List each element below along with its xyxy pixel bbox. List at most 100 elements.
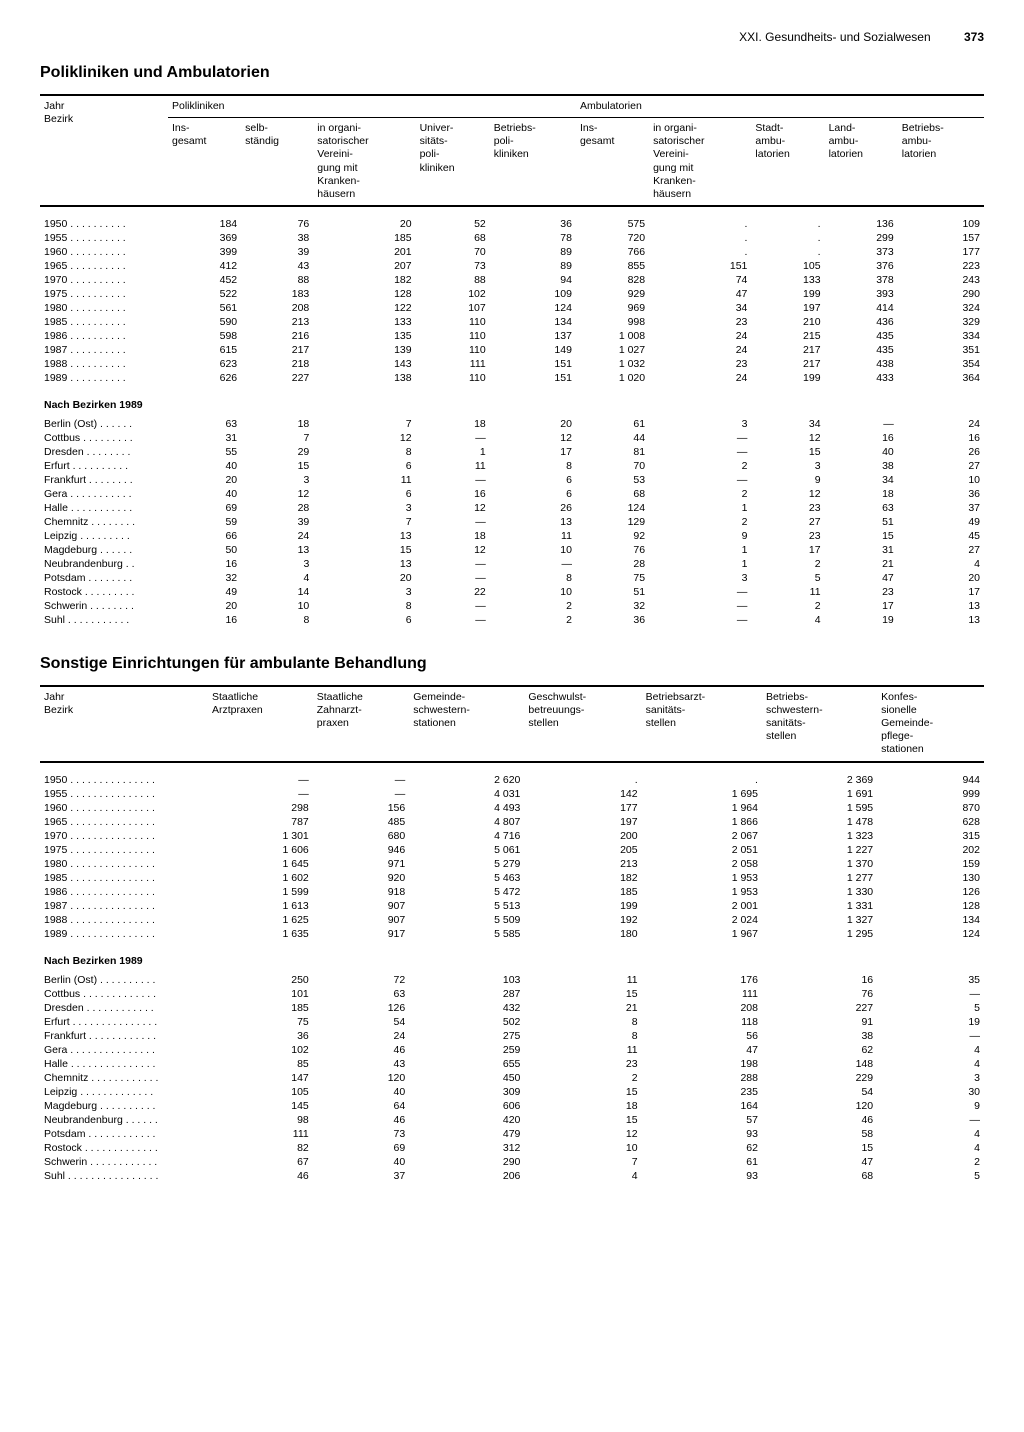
cell: 12 — [751, 487, 824, 501]
cell: 126 — [877, 885, 984, 899]
col-header: in organi-satorischerVereini-gung mitKra… — [649, 118, 751, 206]
cell: 329 — [898, 315, 984, 329]
cell: 62 — [642, 1141, 762, 1155]
table-row: 1960 . . . . . . . . . .399392017089766.… — [40, 245, 984, 259]
cell: 324 — [898, 301, 984, 315]
table-row: 1965 . . . . . . . . . .4124320773898551… — [40, 259, 984, 273]
cell: 205 — [524, 843, 641, 857]
cell: 13 — [898, 599, 984, 613]
cell: 133 — [751, 273, 824, 287]
cell: 12 — [490, 431, 576, 445]
cell: 229 — [762, 1071, 877, 1085]
cell: 12 — [313, 431, 415, 445]
row-label: 1955 . . . . . . . . . . — [40, 231, 168, 245]
cell: 8 — [524, 1015, 641, 1029]
chapter-title: XXI. Gesundheits- und Sozialwesen — [739, 30, 930, 44]
cell: 944 — [877, 773, 984, 787]
cell: 19 — [825, 613, 898, 627]
table-row: 1955 . . . . . . . . . . . . . . .——4 03… — [40, 787, 984, 801]
cell: 68 — [416, 231, 490, 245]
cell: 75 — [576, 571, 649, 585]
cell: 78 — [490, 231, 576, 245]
cell: 1 008 — [576, 329, 649, 343]
row-label: Magdeburg . . . . . . — [40, 543, 168, 557]
cell: 176 — [642, 973, 762, 987]
cell: . — [649, 217, 751, 231]
row-label: 1960 . . . . . . . . . . . . . . . — [40, 801, 208, 815]
cell: 18 — [825, 487, 898, 501]
cell: 1 606 — [208, 843, 313, 857]
cell: 21 — [825, 557, 898, 571]
col-header: Land-ambu-latorien — [825, 118, 898, 206]
row-label: 1989 . . . . . . . . . . — [40, 371, 168, 385]
row-label: Rostock . . . . . . . . . . . . . — [40, 1141, 208, 1155]
cell: 1 625 — [208, 913, 313, 927]
cell: 47 — [825, 571, 898, 585]
cell: — — [877, 1113, 984, 1127]
t1-rowhdr-1: Jahr — [44, 100, 64, 112]
cell: 920 — [313, 871, 409, 885]
cell: 20 — [313, 571, 415, 585]
cell: 51 — [576, 585, 649, 599]
cell: 3 — [751, 459, 824, 473]
cell: 198 — [642, 1057, 762, 1071]
cell: . — [649, 245, 751, 259]
cell: 4 807 — [409, 815, 524, 829]
cell: 182 — [524, 871, 641, 885]
cell: 4 — [877, 1043, 984, 1057]
cell: 213 — [524, 857, 641, 871]
cell: 47 — [642, 1043, 762, 1057]
cell: — — [649, 599, 751, 613]
cell: — — [208, 787, 313, 801]
cell: 70 — [576, 459, 649, 473]
cell: 133 — [313, 315, 415, 329]
table2: Jahr Bezirk StaatlicheArztpraxenStaatlic… — [40, 685, 984, 1183]
row-label: 1985 . . . . . . . . . . . . . . . — [40, 871, 208, 885]
cell: 159 — [877, 857, 984, 871]
cell: 5 — [877, 1001, 984, 1015]
cell: — — [649, 473, 751, 487]
cell: 414 — [825, 301, 898, 315]
cell: 24 — [649, 329, 751, 343]
cell: — — [649, 445, 751, 459]
cell: 38 — [762, 1029, 877, 1043]
cell: 93 — [642, 1127, 762, 1141]
cell: 5 — [877, 1169, 984, 1183]
row-label: Potsdam . . . . . . . . — [40, 571, 168, 585]
cell: 450 — [409, 1071, 524, 1085]
cell: 38 — [241, 231, 313, 245]
row-label: Dresden . . . . . . . . — [40, 445, 168, 459]
cell: — — [649, 613, 751, 627]
cell: 15 — [524, 1085, 641, 1099]
table-row: Frankfurt . . . . . . . .20311—653—93410 — [40, 473, 984, 487]
table1-title: Polikliniken und Ambulatorien — [40, 64, 984, 82]
cell: 1 330 — [762, 885, 877, 899]
cell: 438 — [825, 357, 898, 371]
cell: 420 — [409, 1113, 524, 1127]
cell: 157 — [898, 231, 984, 245]
cell: 89 — [490, 259, 576, 273]
row-label: Suhl . . . . . . . . . . . — [40, 613, 168, 627]
cell: 918 — [313, 885, 409, 899]
t2-rowhdr-1: Jahr — [44, 691, 64, 703]
cell: 76 — [241, 217, 313, 231]
cell: 373 — [825, 245, 898, 259]
row-label: Halle . . . . . . . . . . . . . . . — [40, 1057, 208, 1071]
cell: — — [416, 557, 490, 571]
table-row: 1965 . . . . . . . . . . . . . . .787485… — [40, 815, 984, 829]
cell: 312 — [409, 1141, 524, 1155]
table-row: Magdeburg . . . . . . . . . .14564606181… — [40, 1099, 984, 1113]
cell: 7 — [313, 515, 415, 529]
cell: 134 — [877, 913, 984, 927]
cell: 3 — [241, 557, 313, 571]
cell: . — [642, 773, 762, 787]
row-label: Magdeburg . . . . . . . . . . — [40, 1099, 208, 1113]
cell: 561 — [168, 301, 241, 315]
row-label: Suhl . . . . . . . . . . . . . . . . — [40, 1169, 208, 1183]
cell: 199 — [751, 371, 824, 385]
cell: 999 — [877, 787, 984, 801]
cell: 615 — [168, 343, 241, 357]
cell: — — [416, 613, 490, 627]
table-row: 1986 . . . . . . . . . . . . . . .1 5999… — [40, 885, 984, 899]
row-label: 1986 . . . . . . . . . . — [40, 329, 168, 343]
